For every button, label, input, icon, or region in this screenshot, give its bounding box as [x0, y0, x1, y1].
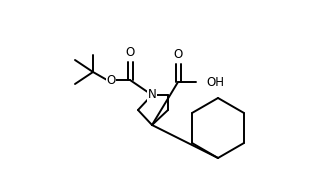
- Text: O: O: [125, 46, 135, 59]
- Text: O: O: [173, 48, 183, 61]
- Text: N: N: [148, 89, 156, 101]
- Text: O: O: [106, 73, 116, 86]
- Text: OH: OH: [206, 76, 224, 89]
